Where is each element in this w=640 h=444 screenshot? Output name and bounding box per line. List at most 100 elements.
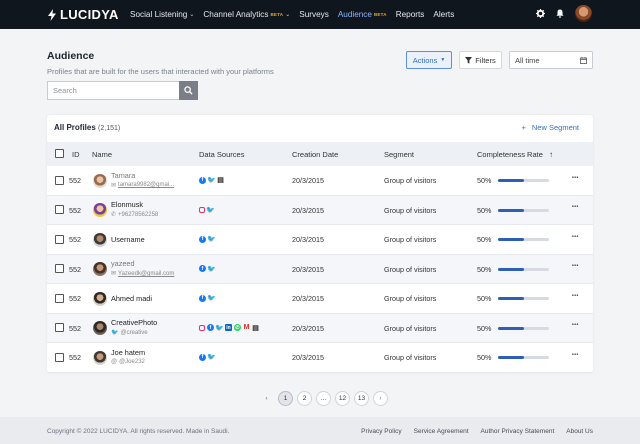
more-options-icon[interactable]: ••• <box>572 263 579 270</box>
footer-link-about-us[interactable]: About Us <box>566 428 593 435</box>
footer-link-privacy-policy[interactable]: Privacy Policy <box>361 428 402 435</box>
more-options-icon[interactable]: ••• <box>572 204 579 211</box>
table-row[interactable]: 552 yazeed ✉ Yazeedk@gmail.com f 🐦 20/3/2015 Gr… <box>47 254 593 284</box>
user-avatar[interactable] <box>575 5 592 22</box>
nav-item-surveys[interactable]: Surveys <box>299 10 329 19</box>
avatar[interactable] <box>93 262 107 277</box>
column-name[interactable]: Name <box>92 150 113 159</box>
footer-link-service-agreement[interactable]: Service Agreement <box>413 428 469 435</box>
avatar[interactable] <box>93 321 107 336</box>
profile-name[interactable]: Username <box>111 235 145 245</box>
bell-icon[interactable] <box>555 9 565 19</box>
progress-fill <box>498 267 524 271</box>
column-id[interactable]: ID <box>72 150 80 159</box>
row-checkbox[interactable] <box>55 352 64 362</box>
more-options-icon[interactable]: ••• <box>572 174 579 181</box>
completeness-rate: 50% <box>477 205 492 215</box>
whatsapp-icon: ✆ <box>234 324 241 332</box>
nav-item-channel-analytics[interactable]: Channel Analytics BETA ⌄ <box>203 10 290 19</box>
row-checkbox[interactable] <box>55 234 64 244</box>
row-checkbox[interactable] <box>55 175 64 185</box>
more-options-icon[interactable]: ••• <box>572 351 579 358</box>
avatar[interactable] <box>93 173 107 188</box>
column-completeness-rate[interactable]: Completeness Rate ↑ <box>477 150 553 159</box>
page-button[interactable]: 13 <box>354 391 369 406</box>
page-subtitle: Profiles that are built for the users th… <box>47 67 274 76</box>
envelope-icon: ✉ <box>111 182 117 189</box>
profile-contact: ✉ Yazeedk@gmail.com <box>111 270 175 278</box>
creation-date: 20/3/2015 <box>292 353 324 363</box>
nav-item-label: Audience <box>337 10 372 19</box>
twitter-icon: 🐦 <box>207 265 216 273</box>
next-page-button[interactable]: › <box>373 391 388 406</box>
chevron-down-icon: ⌄ <box>189 12 195 18</box>
profile-name[interactable]: yazeed <box>111 259 135 269</box>
nav-item-audience[interactable]: Audience BETA <box>338 10 387 19</box>
table-row[interactable]: 552 Ahmed madi f 🐦 20/3/2015 Group of visitor… <box>47 284 593 314</box>
new-segment-button[interactable]: + New Segment <box>522 123 580 132</box>
facebook-icon: f <box>199 353 206 361</box>
avatar[interactable] <box>93 291 107 306</box>
nav-item-reports[interactable]: Reports <box>396 10 425 19</box>
profile-name[interactable]: CreativePhoto <box>111 318 158 328</box>
page-button[interactable]: 1 <box>278 391 293 406</box>
nav-item-alerts[interactable]: Alerts <box>433 10 454 19</box>
filters-button[interactable]: Filters <box>459 51 502 69</box>
completeness-rate: 50% <box>477 264 492 274</box>
card-header: All Profiles (2,151) + New Segment <box>47 115 593 141</box>
filter-icon <box>465 56 473 64</box>
table-row[interactable]: 552 CreativePhoto 🐦 @creative f 🐦 in ✆ M ▤ 20/3/20… <box>47 313 593 343</box>
segment-name: Group of visitors <box>384 264 437 274</box>
creation-date: 20/3/2015 <box>292 235 324 245</box>
profile-name[interactable]: Tamara <box>111 170 136 180</box>
more-options-icon[interactable]: ••• <box>572 292 579 299</box>
row-checkbox[interactable] <box>55 323 64 333</box>
progress-fill <box>498 179 524 183</box>
profile-name[interactable]: Joe hatem <box>111 347 146 357</box>
facebook-icon: f <box>199 294 206 302</box>
profiles-card: All Profiles (2,151) + New Segment ID Na… <box>47 115 593 373</box>
plus-icon: + <box>521 123 526 132</box>
avatar[interactable] <box>93 232 107 247</box>
profile-contact-text: Yazeedk@gmail.com <box>118 270 175 277</box>
row-checkbox[interactable] <box>55 293 64 303</box>
table-row[interactable]: 552 Joe hatem @ @Joe232 f 🐦 20/3/2015 Group of … <box>47 343 593 373</box>
table-row[interactable]: 552 Elonmusk ✆ +96278562258 🐦 20/3/2015 Group … <box>47 195 593 225</box>
table-row[interactable]: 552 Username f 🐦 20/3/2015 Group of visitors 5… <box>47 225 593 255</box>
page-button[interactable]: 12 <box>335 391 350 406</box>
creation-date: 20/3/2015 <box>292 294 324 304</box>
data-sources: f 🐦 in ✆ M ▤ <box>199 324 259 332</box>
nav-item-label: Surveys <box>299 10 329 19</box>
previous-page-button[interactable]: ‹ <box>265 395 268 402</box>
more-options-icon[interactable]: ••• <box>572 233 579 240</box>
avatar[interactable] <box>93 203 107 218</box>
completeness-progress-bar <box>498 179 549 183</box>
document-icon: ▤ <box>217 177 224 185</box>
search-input[interactable] <box>47 81 179 100</box>
actions-button[interactable]: Actions ▼ <box>406 51 452 69</box>
completeness-rate: 50% <box>477 235 492 245</box>
column-segment[interactable]: Segment <box>384 150 415 159</box>
row-checkbox[interactable] <box>55 264 64 274</box>
gear-icon[interactable] <box>535 9 545 19</box>
nav-item-label: Reports <box>395 10 425 19</box>
footer-link-author-privacy-statement[interactable]: Author Privacy Statement <box>480 428 555 435</box>
column-creation-date[interactable]: Creation Date <box>292 150 339 159</box>
twitter-icon: 🐦 <box>207 236 216 244</box>
profile-name[interactable]: Elonmusk <box>111 200 144 210</box>
avatar[interactable] <box>93 350 107 365</box>
table-row[interactable]: 552 Tamara ✉ tamara9982@gmai... f 🐦 ▤ 20/3/2015… <box>47 166 593 196</box>
data-sources: f 🐦 <box>199 294 216 302</box>
date-range-select[interactable]: All time <box>509 51 593 69</box>
nav-menu: Social Listening ⌄ Channel Analytics BETA ⌄ S… <box>130 0 454 29</box>
nav-item-social-listening[interactable]: Social Listening ⌄ <box>130 10 194 19</box>
profile-name[interactable]: Ahmed madi <box>111 294 152 304</box>
logo[interactable]: LUCIDYA <box>47 7 119 22</box>
more-options-icon[interactable]: ••• <box>572 322 579 329</box>
page-button[interactable]: 2 <box>297 391 312 406</box>
select-all-checkbox[interactable] <box>55 149 64 158</box>
search-button[interactable] <box>179 81 198 100</box>
beta-badge: BETA <box>373 12 387 17</box>
row-checkbox[interactable] <box>55 205 64 215</box>
column-data-sources[interactable]: Data Sources <box>199 150 245 159</box>
